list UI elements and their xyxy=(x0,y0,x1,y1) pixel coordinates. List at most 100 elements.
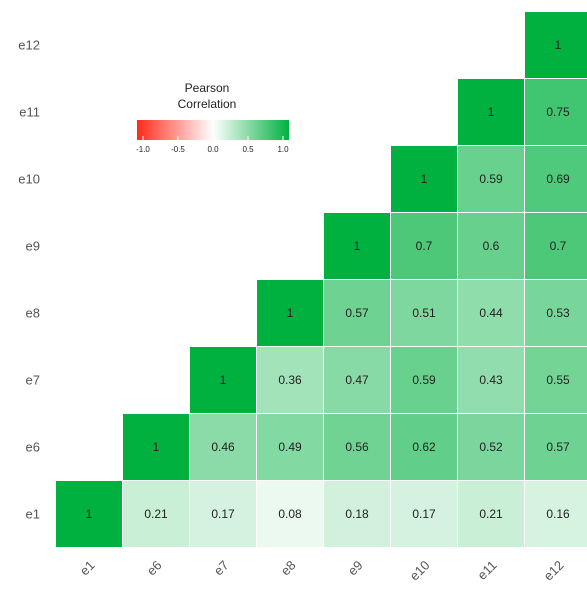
cell-value-label: 0.7 xyxy=(416,239,433,253)
cell-value-label: 0.62 xyxy=(412,440,436,454)
heatmap-cell-e8-e11 xyxy=(458,280,524,346)
cell-value-label: 1 xyxy=(421,172,428,186)
heatmap-cell-e9-e9 xyxy=(324,213,390,279)
cell-value-label: 0.44 xyxy=(479,306,503,320)
legend-color-bar xyxy=(137,120,289,140)
y-tick-label: e12 xyxy=(18,38,40,53)
y-axis: e1 e6 e7 e8 e9 e10 e11 e12 xyxy=(18,38,40,522)
heatmap-cell-e9-e11 xyxy=(458,213,524,279)
cell-value-label: 0.08 xyxy=(278,507,302,521)
x-tick-label: e1 xyxy=(77,558,98,579)
heatmap-cell-e8-e10 xyxy=(391,280,457,346)
heatmap-cell-e1-e11 xyxy=(458,481,524,547)
cell-value-label: 0.56 xyxy=(345,440,369,454)
x-axis: e1 e6 e7 e8 e9 e10 e11 e12 xyxy=(77,558,567,584)
cell-value-label: 0.57 xyxy=(546,440,570,454)
x-tick-label: e6 xyxy=(144,558,165,579)
heatmap-cell-e1-e6 xyxy=(123,481,189,547)
cell-value-label: 1 xyxy=(220,373,227,387)
y-tick-label: e7 xyxy=(26,373,40,388)
heatmap-cell-e1-e10 xyxy=(391,481,457,547)
cell-value-label: 0.17 xyxy=(211,507,235,521)
cell-value-label: 1 xyxy=(153,440,160,454)
heatmap-cell-e9-e12 xyxy=(525,213,587,279)
cell-value-label: 0.47 xyxy=(345,373,369,387)
heatmap-cell-e7-e8 xyxy=(257,347,323,413)
cell-value-label: 1 xyxy=(86,507,93,521)
legend-tick-label: 0.0 xyxy=(207,145,219,154)
heatmap-cell-e8-e8 xyxy=(257,280,323,346)
cell-value-label: 0.17 xyxy=(412,507,436,521)
heatmap-cell-e12-e12 xyxy=(525,12,587,78)
cell-value-label: 0.46 xyxy=(211,440,235,454)
heatmap-cell-e1-e7 xyxy=(190,481,256,547)
cell-value-label: 0.43 xyxy=(479,373,503,387)
heatmap-cell-e10-e12 xyxy=(525,146,587,212)
y-tick-label: e9 xyxy=(26,239,40,254)
cell-value-label: 1 xyxy=(287,306,294,320)
heatmap-cell-e7-e12 xyxy=(525,347,587,413)
cell-value-label: 0.59 xyxy=(412,373,436,387)
cell-value-label: 0.75 xyxy=(546,105,570,119)
cell-value-label: 0.52 xyxy=(479,440,503,454)
cell-value-label: 0.6 xyxy=(483,239,500,253)
cell-value-label: 0.51 xyxy=(412,306,436,320)
heatmap-cell-e6-e9 xyxy=(324,414,390,480)
heatmap-cell-e6-e12 xyxy=(525,414,587,480)
heatmap-cells: 1 0.21 0.17 0.08 0.18 0.17 0.21 0.16 1 0.46 0.49 0.… xyxy=(56,12,587,547)
y-tick-label: e1 xyxy=(26,507,40,522)
cell-value-label: 1 xyxy=(555,38,562,52)
cell-value-label: 1 xyxy=(488,105,495,119)
heatmap-cell-e6-e6 xyxy=(123,414,189,480)
cell-value-label: 0.36 xyxy=(278,373,302,387)
y-tick-label: e8 xyxy=(26,306,40,321)
legend-tick-label: 1.0 xyxy=(277,145,289,154)
heatmap-cell-e6-e10 xyxy=(391,414,457,480)
cell-value-label: 0.53 xyxy=(546,306,570,320)
x-tick-label: e10 xyxy=(407,558,433,584)
cell-value-label: 0.55 xyxy=(546,373,570,387)
heatmap-cell-e1-e9 xyxy=(324,481,390,547)
cell-value-label: 0.7 xyxy=(550,239,567,253)
heatmap-cell-e10-e11 xyxy=(458,146,524,212)
heatmap-cell-e7-e7 xyxy=(190,347,256,413)
cell-value-label: 0.18 xyxy=(345,507,369,521)
heatmap-cell-e7-e11 xyxy=(458,347,524,413)
cell-value-label: 0.57 xyxy=(345,306,369,320)
legend-ticks: -1.0 -0.5 0.0 0.5 1.0 xyxy=(136,136,289,154)
y-tick-label: e11 xyxy=(19,105,40,120)
heatmap-cell-e8-e12 xyxy=(525,280,587,346)
x-tick-label: e11 xyxy=(474,558,499,583)
heatmap-cell-e8-e9 xyxy=(324,280,390,346)
legend-title-line-1: Pearson xyxy=(185,81,230,95)
x-tick-label: e7 xyxy=(211,558,232,579)
heatmap-cell-e7-e9 xyxy=(324,347,390,413)
cell-value-label: 0.21 xyxy=(479,507,503,521)
heatmap-cell-e1-e12 xyxy=(525,481,587,547)
heatmap-cell-e11-e12 xyxy=(525,79,587,145)
color-legend: Pearson Correlation -1.0 -0.5 0.0 0.5 1.0 xyxy=(136,81,289,154)
legend-title-line-2: Correlation xyxy=(178,97,237,111)
heatmap-cell-e1-e1 xyxy=(56,481,122,547)
cell-value-label: 0.69 xyxy=(546,172,570,186)
heatmap-cell-e1-e8 xyxy=(257,481,323,547)
legend-tick-label: -0.5 xyxy=(171,145,185,154)
heatmap-cell-e9-e10 xyxy=(391,213,457,279)
heatmap-cell-e6-e8 xyxy=(257,414,323,480)
heatmap-cell-e6-e7 xyxy=(190,414,256,480)
x-tick-label: e12 xyxy=(541,558,567,584)
heatmap-cell-e6-e11 xyxy=(458,414,524,480)
cell-value-label: 1 xyxy=(354,239,361,253)
heatmap-cell-e11-e11 xyxy=(458,79,524,145)
cell-value-label: 0.16 xyxy=(546,507,570,521)
cell-value-label: 0.49 xyxy=(278,440,302,454)
heatmap-cell-e7-e10 xyxy=(391,347,457,413)
legend-tick-label: 0.5 xyxy=(242,145,254,154)
y-tick-label: e6 xyxy=(26,440,40,455)
x-tick-label: e8 xyxy=(278,558,299,579)
y-tick-label: e10 xyxy=(18,172,40,187)
x-tick-label: e9 xyxy=(345,558,366,579)
cell-value-label: 0.21 xyxy=(144,507,168,521)
heatmap-cell-e10-e10 xyxy=(391,146,457,212)
